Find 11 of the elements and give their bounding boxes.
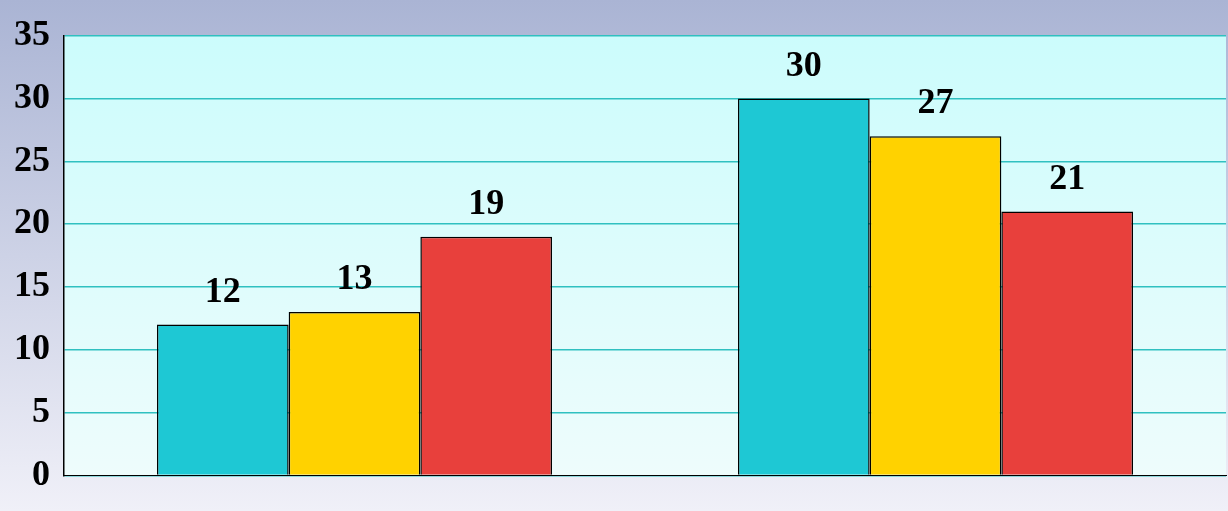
data-label: 30 <box>785 43 822 84</box>
data-label: 19 <box>468 181 505 222</box>
y-tick-label: 0 <box>32 452 50 493</box>
y-tick-label: 10 <box>14 327 50 368</box>
y-tick-label: 30 <box>14 75 50 116</box>
data-label: 21 <box>1049 156 1086 197</box>
y-tick-label: 5 <box>32 389 50 430</box>
y-tick-label: 20 <box>14 201 50 242</box>
y-tick-label: 15 <box>14 264 50 305</box>
y-tick-label: 25 <box>14 138 50 179</box>
y-tick-label: 35 <box>14 12 50 53</box>
